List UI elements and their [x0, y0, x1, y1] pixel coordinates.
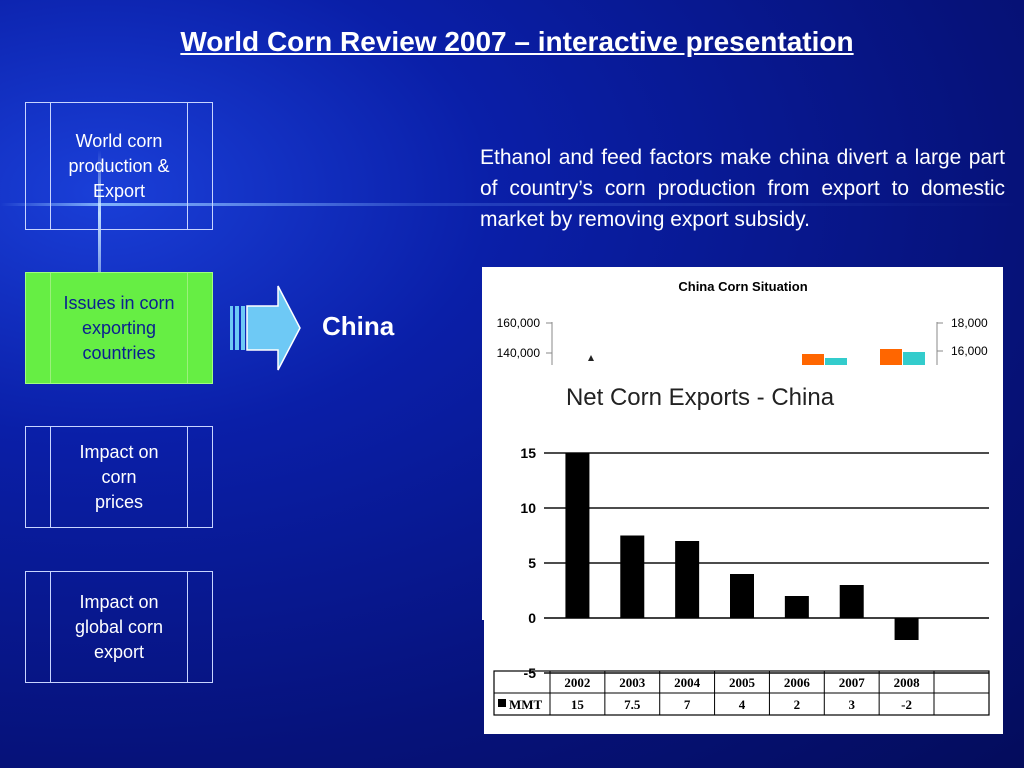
y-tick-label: 5 — [528, 555, 536, 571]
legend-label: MMT — [509, 697, 543, 712]
bar — [675, 541, 700, 618]
nav-issues-in-corn-exporting[interactable]: Issues in corn exporting countries — [25, 272, 213, 384]
chart-title: Net Corn Exports - China — [566, 384, 835, 411]
glow-horizontal-line — [0, 203, 1024, 206]
nav-label: Impact on corn prices — [50, 427, 188, 527]
y-tick-label: 10 — [520, 500, 536, 516]
bg-chart-title: China Corn Situation — [678, 279, 807, 294]
nav-label: Impact on global corn export — [50, 572, 188, 682]
x-tick-label: 2006 — [784, 675, 811, 690]
nav-world-corn-production[interactable]: World corn production & Export — [25, 102, 213, 230]
country-label: China — [322, 311, 395, 341]
bg-marker — [588, 355, 594, 361]
y-tick-label: 15 — [520, 445, 536, 461]
data-label: 7 — [684, 697, 691, 712]
x-tick-label: 2005 — [729, 675, 756, 690]
x-tick-label: 2008 — [894, 675, 921, 690]
y-tick-label: 0 — [528, 610, 536, 626]
legend-swatch — [498, 699, 506, 707]
slide-title: World Corn Review 2007 – interactive pre… — [180, 26, 854, 57]
arrow-right-icon — [230, 285, 301, 371]
x-tick-label: 2002 — [564, 675, 590, 690]
data-label: 7.5 — [624, 697, 641, 712]
bar — [730, 574, 754, 618]
bg-right-tick: 18,000 — [951, 316, 988, 330]
glow-vertical-line — [98, 150, 101, 360]
x-tick-label: 2007 — [839, 675, 866, 690]
data-label: 2 — [794, 697, 801, 712]
bg-right-tick: 16,000 — [951, 344, 988, 358]
description-text: Ethanol and feed factors make china dive… — [480, 146, 1005, 231]
nav-impact-on-corn-prices[interactable]: Impact on corn prices — [25, 426, 213, 528]
bg-left-tick: 160,000 — [497, 316, 541, 330]
nav-label: World corn production & Export — [50, 103, 188, 229]
x-tick-label: 2003 — [619, 675, 646, 690]
bg-bar-orange — [880, 349, 902, 369]
data-label: -2 — [901, 697, 912, 712]
nav-label: Issues in corn exporting countries — [50, 273, 188, 383]
bar — [839, 585, 864, 618]
bar — [620, 535, 645, 618]
y-tick-label: -5 — [524, 665, 537, 681]
data-label: 15 — [571, 697, 585, 712]
bg-left-tick: 140,000 — [497, 346, 541, 360]
net-corn-exports-chart: Net Corn Exports - China 15 10 5 0 -5 2002 20… — [484, 365, 1003, 734]
nav-impact-on-global-export[interactable]: Impact on global corn export — [25, 571, 213, 683]
bar — [784, 596, 809, 618]
bar — [565, 453, 590, 618]
x-tick-label: 2004 — [674, 675, 701, 690]
bar — [894, 618, 919, 640]
data-label: 4 — [739, 697, 746, 712]
data-label: 3 — [848, 697, 855, 712]
